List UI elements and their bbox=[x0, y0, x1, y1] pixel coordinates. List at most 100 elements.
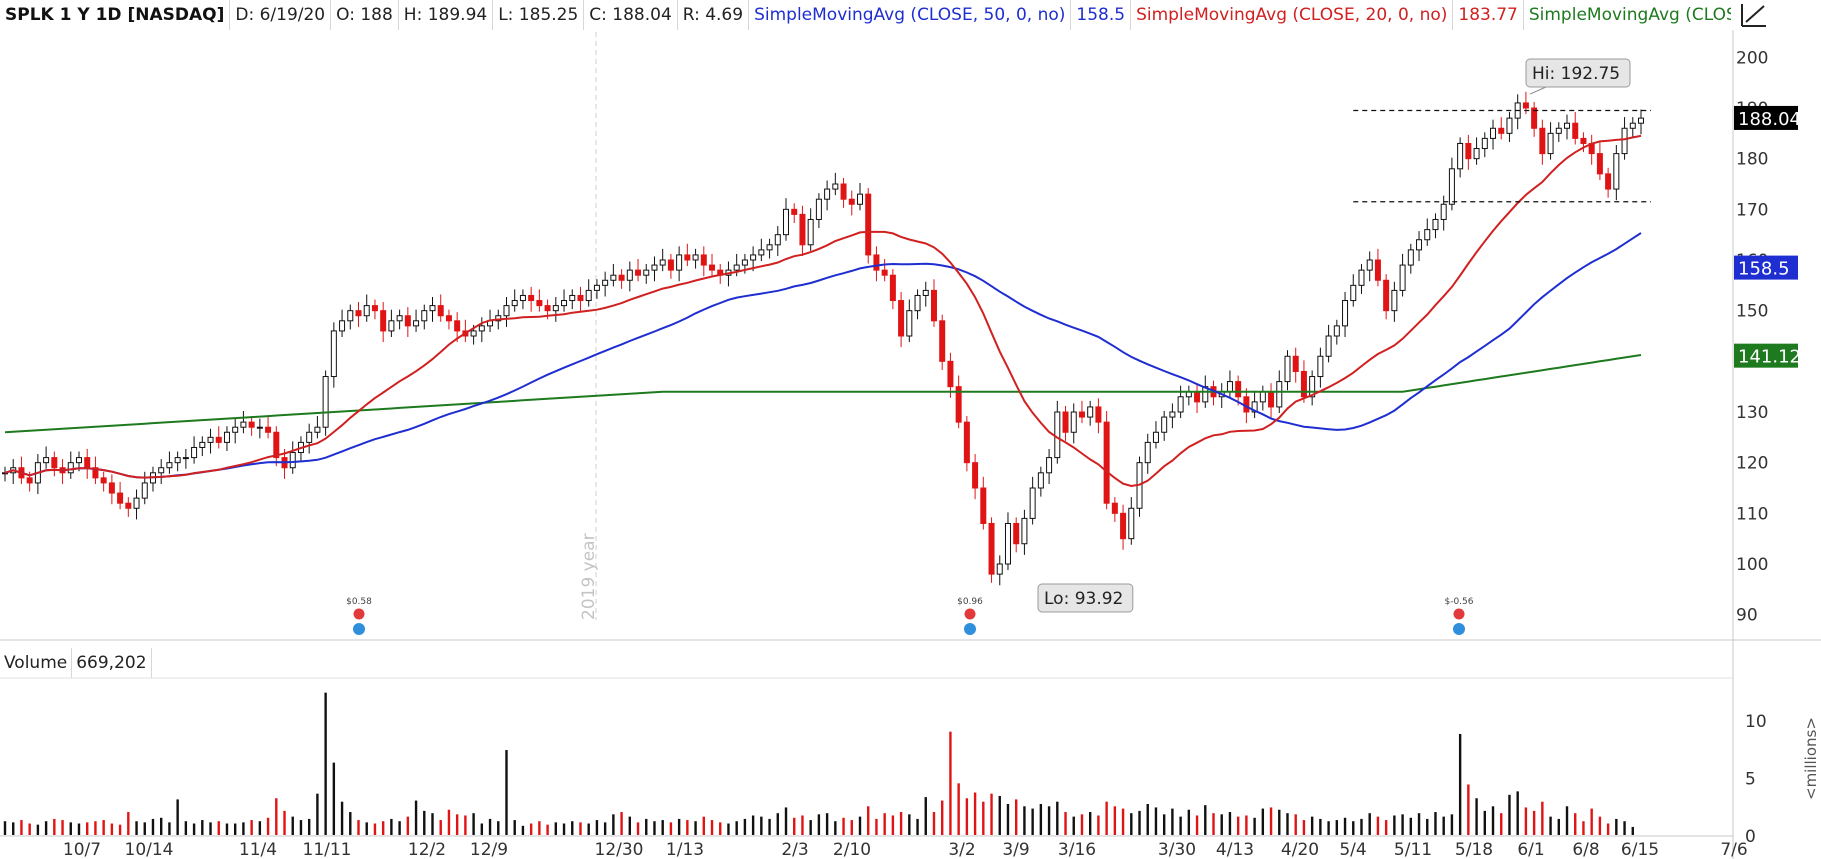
symbol-label[interactable]: SPLK 1 Y 1D [NASDAQ] bbox=[0, 0, 231, 30]
x-tick-label: 6/15 bbox=[1621, 840, 1659, 859]
y-tick-label: 130 bbox=[1736, 403, 1768, 423]
high-annotation-text: Hi: 192.75 bbox=[1532, 64, 1620, 84]
low-annotation-text: Lo: 93.92 bbox=[1044, 589, 1123, 609]
volume-bar bbox=[258, 821, 262, 835]
candle-body bbox=[67, 462, 74, 474]
candle-body bbox=[914, 294, 921, 312]
x-tick-label: 11/11 bbox=[303, 840, 352, 859]
candle-body bbox=[856, 193, 863, 205]
volume-bar bbox=[20, 820, 23, 835]
volume-bar bbox=[1047, 806, 1051, 835]
x-tick-label: 3/2 bbox=[948, 840, 975, 859]
sma50-study-label[interactable]: SimpleMovingAvg (CLOSE, 50, 0, no) bbox=[749, 0, 1072, 30]
volume-bar bbox=[1458, 733, 1462, 835]
candle-body bbox=[799, 213, 806, 246]
candle-body bbox=[404, 315, 411, 327]
candle-body bbox=[437, 305, 444, 317]
volume-bar bbox=[1236, 816, 1240, 835]
sma20-study-label[interactable]: SimpleMovingAvg (CLOSE, 20, 0, no) bbox=[1131, 0, 1454, 30]
candle-body bbox=[1358, 269, 1365, 286]
candle-body bbox=[996, 563, 1003, 575]
high-label: H: 189.94 bbox=[399, 0, 494, 30]
candle-body bbox=[380, 310, 387, 332]
volume-bar bbox=[77, 823, 81, 835]
volume-bar bbox=[94, 821, 97, 835]
candle-body bbox=[873, 254, 880, 271]
sma50-price-tag: 158.5 bbox=[1738, 259, 1790, 280]
volume-bar bbox=[899, 812, 903, 835]
dividend-label: $-0.56 bbox=[1444, 597, 1473, 607]
candle-body bbox=[1481, 137, 1488, 150]
candle-body bbox=[240, 421, 247, 428]
candle-body bbox=[955, 386, 962, 423]
volume-bar bbox=[513, 820, 516, 835]
volume-bar bbox=[587, 823, 590, 835]
candle-body bbox=[1333, 325, 1340, 337]
volume-bar bbox=[12, 822, 15, 835]
volume-bar bbox=[776, 813, 779, 835]
sma200-study-label[interactable]: SimpleMovingAvg (CLOSE, 200, 0,... bbox=[1524, 0, 1731, 30]
candle-body bbox=[733, 264, 740, 271]
candle-body bbox=[478, 325, 485, 332]
volume-bar bbox=[1179, 816, 1182, 835]
candle-body bbox=[256, 426, 263, 429]
candle-body bbox=[1465, 142, 1472, 160]
drawing-tool-icon[interactable] bbox=[1738, 2, 1768, 28]
candle-body bbox=[1317, 355, 1324, 378]
candle-body bbox=[1424, 229, 1431, 241]
volume-bar bbox=[209, 822, 212, 835]
volume-bar bbox=[143, 822, 146, 835]
candle-body bbox=[1111, 502, 1118, 514]
volume-bar bbox=[850, 820, 853, 835]
candle-body bbox=[593, 284, 600, 291]
volume-bar bbox=[1056, 801, 1059, 835]
x-tick-label: 10/7 bbox=[63, 840, 101, 859]
volume-bar bbox=[817, 814, 821, 835]
volume-bar bbox=[1590, 808, 1593, 835]
volume-bar bbox=[135, 821, 138, 835]
volume-bar bbox=[1113, 806, 1117, 835]
volume-bar bbox=[998, 795, 1001, 835]
candle-body bbox=[1547, 132, 1554, 155]
volume-bar bbox=[908, 814, 911, 835]
volume-bar bbox=[44, 821, 48, 835]
candle-body bbox=[1539, 127, 1546, 155]
candle-body bbox=[930, 289, 937, 322]
candle-body bbox=[273, 431, 280, 459]
candle-body bbox=[750, 254, 757, 261]
volume-bar bbox=[192, 823, 196, 835]
candle-body bbox=[536, 300, 543, 307]
y-tick-label: 110 bbox=[1736, 504, 1768, 524]
candle-body bbox=[199, 441, 206, 448]
candle-body bbox=[865, 193, 872, 256]
candle-body bbox=[1383, 279, 1390, 312]
last-price-tag-bg bbox=[1734, 105, 1798, 130]
candle-body bbox=[840, 183, 847, 200]
volume-bar bbox=[546, 824, 549, 835]
candle-body bbox=[1046, 457, 1053, 474]
candle-body bbox=[232, 426, 239, 433]
volume-bar bbox=[357, 820, 360, 835]
volume-bar bbox=[1245, 815, 1248, 835]
volume-bar bbox=[217, 821, 220, 835]
candle-body bbox=[610, 274, 617, 281]
volume-bar bbox=[455, 814, 459, 835]
volume-bar bbox=[349, 812, 352, 835]
candle-body bbox=[807, 218, 814, 246]
year-label: 2019 year bbox=[579, 533, 599, 620]
volume-bar bbox=[1154, 807, 1158, 835]
candle-body bbox=[1416, 239, 1423, 251]
low-annotation: Lo: 93.92 bbox=[1037, 583, 1134, 613]
y-tick-label: 120 bbox=[1736, 454, 1768, 474]
candle-body bbox=[1087, 406, 1094, 418]
volume-bar bbox=[784, 807, 788, 835]
volume-bar bbox=[36, 824, 40, 835]
candle-body bbox=[1342, 300, 1349, 327]
candle-body bbox=[972, 462, 979, 489]
candle-body bbox=[783, 208, 790, 236]
volume-value: 669,202 bbox=[72, 648, 152, 678]
volume-bar bbox=[1121, 808, 1125, 835]
candle-body bbox=[215, 436, 222, 443]
candle-body bbox=[1292, 355, 1299, 372]
